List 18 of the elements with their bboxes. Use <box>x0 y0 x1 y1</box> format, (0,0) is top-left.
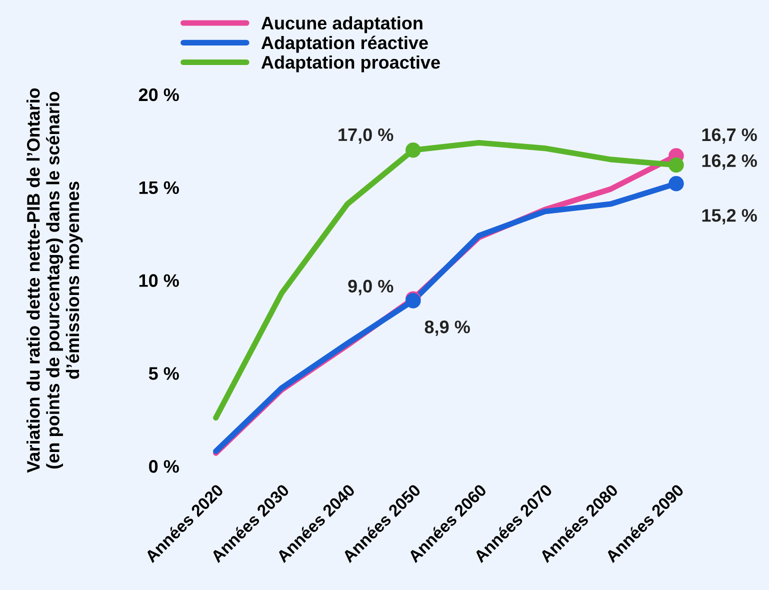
legend-label: Adaptation proactive <box>261 55 440 72</box>
data-label: 15,2 % <box>702 209 757 224</box>
y-tick-label: 5 % <box>148 367 179 380</box>
legend-label: Adaptation réactive <box>261 36 428 53</box>
legend-label: Aucune adaptation <box>261 16 422 34</box>
data-label: 8,9 % <box>424 320 470 336</box>
y-axis-title: Variation du ratio dette nette-PIB de l’Ontario (en points de pourcentage) dans le scénario d’émissions moyennes <box>26 88 83 473</box>
y-tick-label: 15 % <box>139 181 179 194</box>
data-label: 16,2 % <box>702 154 757 170</box>
point <box>668 176 684 192</box>
point <box>668 157 684 173</box>
y-tick-label: 10 % <box>139 274 179 287</box>
y-tick-label: 20 % <box>138 88 179 102</box>
point <box>405 142 421 158</box>
data-label: 9,0 % <box>348 280 394 296</box>
y-tick-label: 0 % <box>149 460 179 473</box>
data-label: 16,7 % <box>702 128 757 144</box>
data-label: 17,0 % <box>338 128 394 144</box>
